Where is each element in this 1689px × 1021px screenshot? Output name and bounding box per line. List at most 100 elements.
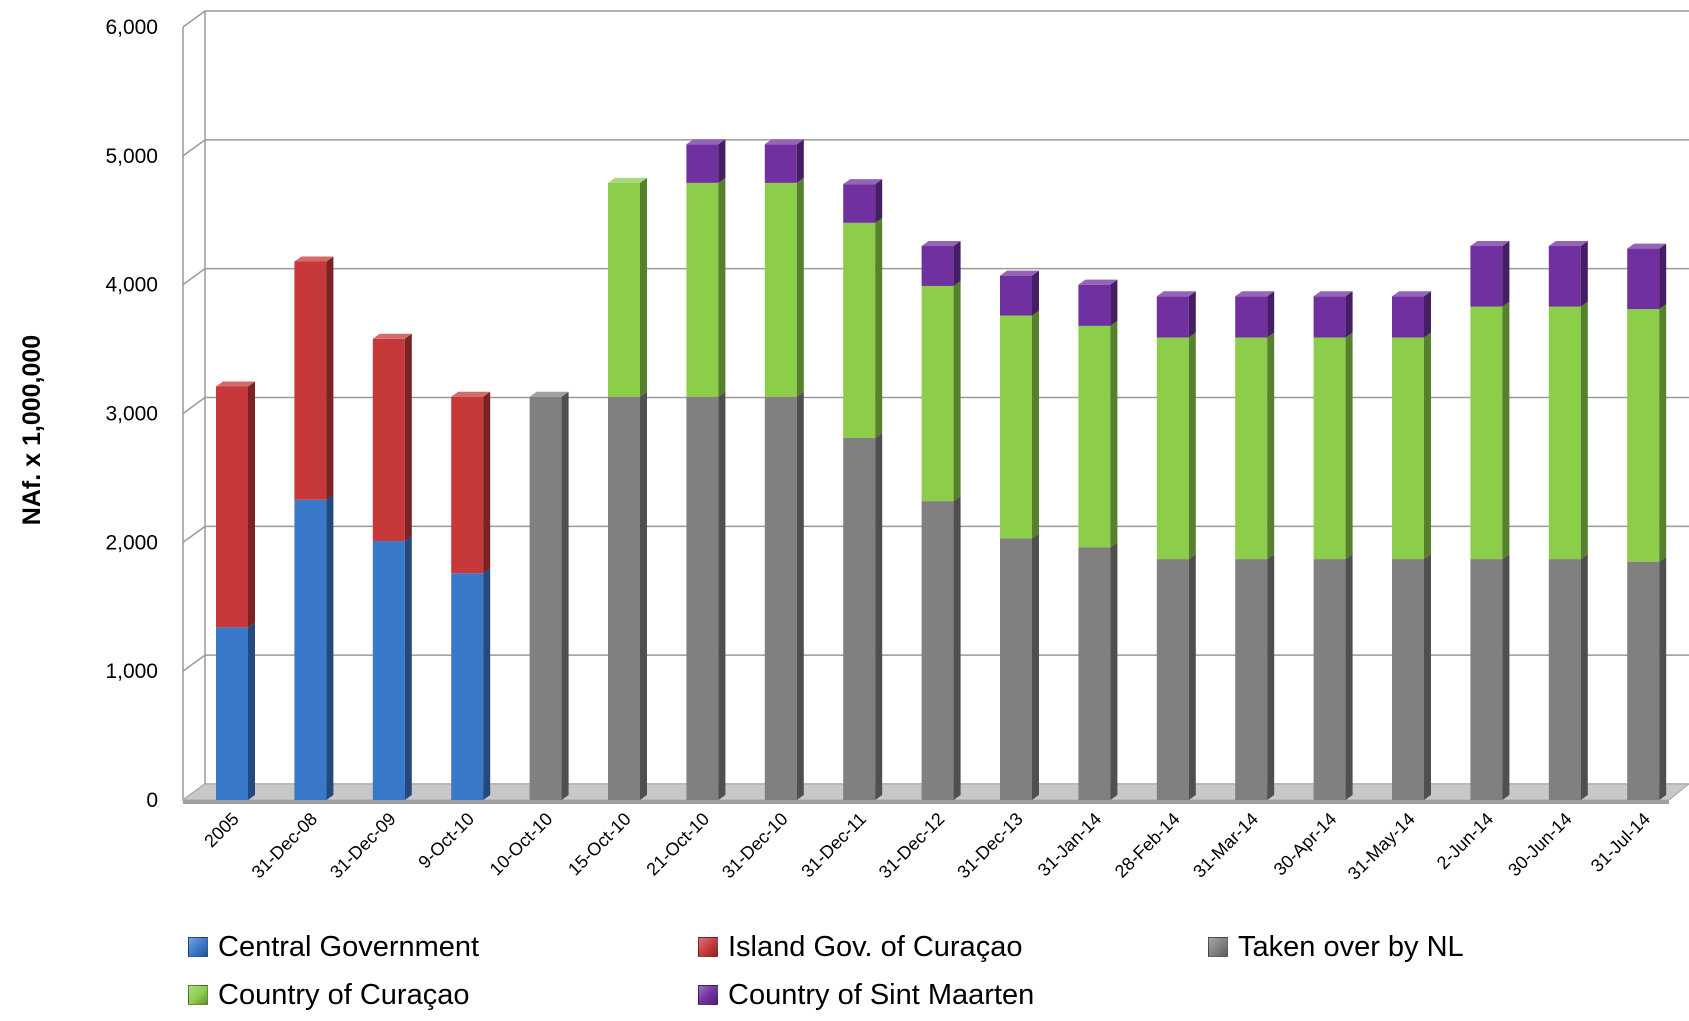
gridline-side bbox=[182, 268, 206, 286]
bar-segment bbox=[1627, 304, 1667, 562]
bar-side bbox=[875, 179, 883, 223]
bar-side bbox=[248, 622, 255, 800]
bar-side bbox=[1345, 332, 1353, 560]
bar-segment bbox=[686, 391, 726, 800]
bar-segment bbox=[1548, 301, 1588, 560]
bar-side bbox=[1032, 310, 1039, 539]
bar-side bbox=[1110, 542, 1118, 800]
y-axis-tick-labels: 0 1,000 2,000 3,000 4,000 5,000 6,000 bbox=[105, 16, 158, 812]
x-tick-label: 2005 bbox=[200, 809, 242, 851]
x-tick-label: 31-Jul-14 bbox=[1587, 809, 1654, 876]
bar-segment bbox=[921, 280, 961, 502]
bar-top bbox=[372, 333, 412, 339]
bar-segment bbox=[1392, 332, 1431, 560]
bar-side bbox=[1424, 554, 1431, 800]
bar-top bbox=[294, 256, 334, 262]
bar-front bbox=[1235, 296, 1268, 338]
bar-front bbox=[1548, 246, 1581, 307]
bar-top bbox=[1392, 291, 1431, 297]
bar-side bbox=[1188, 554, 1196, 800]
legend-item: Country of Curaçao bbox=[188, 973, 469, 1017]
bar-segment bbox=[216, 622, 255, 800]
gridline-side bbox=[182, 10, 206, 28]
y-tick-label: 2,000 bbox=[105, 531, 158, 554]
x-tick-label: 31-Dec-12 bbox=[875, 809, 949, 883]
bar-front bbox=[921, 246, 954, 286]
bar-side bbox=[640, 391, 647, 800]
bar-top bbox=[1235, 291, 1275, 297]
bar-top bbox=[1548, 241, 1588, 247]
bar-segment bbox=[843, 217, 883, 438]
legend-item: Island Gov. of Curaçao bbox=[698, 925, 1022, 969]
bar-segment bbox=[764, 139, 804, 183]
x-tick-label: 31-Dec-09 bbox=[326, 809, 400, 883]
bar-front bbox=[608, 182, 640, 397]
bar-side bbox=[1188, 332, 1196, 560]
bar-front bbox=[1627, 309, 1660, 562]
bar-side bbox=[1659, 243, 1667, 310]
bar-segment bbox=[1392, 554, 1431, 800]
bar-front bbox=[608, 396, 640, 800]
bar-side bbox=[326, 256, 334, 500]
chart-legend: Central Government Island Gov. of Curaçao… bbox=[188, 925, 1648, 1021]
legend-label: Taken over by NL bbox=[1238, 930, 1464, 963]
bar-front bbox=[1000, 275, 1032, 316]
x-tick-label: 21-Oct-10 bbox=[642, 809, 713, 880]
x-tick-label: 31-Dec-10 bbox=[718, 809, 792, 883]
gridline-side bbox=[182, 139, 206, 157]
y-tick-label: 4,000 bbox=[105, 274, 158, 297]
x-tick-label: 30-Jun-14 bbox=[1504, 809, 1575, 880]
bar-segment bbox=[1627, 243, 1667, 310]
bar-side bbox=[1502, 241, 1510, 307]
bar-front bbox=[216, 386, 248, 628]
bar-segment bbox=[1078, 542, 1118, 800]
gridline-side bbox=[182, 525, 206, 543]
bar-side bbox=[1345, 554, 1353, 800]
bar-front bbox=[1156, 337, 1189, 560]
bar-front bbox=[1548, 559, 1581, 800]
bar-side bbox=[1110, 320, 1118, 548]
bar-side bbox=[1659, 304, 1667, 562]
bar-front bbox=[1470, 306, 1503, 560]
bar-side bbox=[640, 177, 647, 397]
bar-segment bbox=[608, 177, 647, 397]
x-tick-label: 31-Mar-14 bbox=[1189, 809, 1262, 882]
x-tick-label: 31-Jan-14 bbox=[1034, 809, 1105, 880]
bar-side bbox=[953, 496, 961, 800]
bar-front bbox=[1235, 559, 1268, 800]
bar-segment bbox=[686, 139, 726, 183]
bar-segment bbox=[1548, 241, 1588, 307]
y-axis-title: NAf. x 1,000,000 bbox=[18, 335, 46, 525]
bar-segment bbox=[921, 241, 961, 286]
bar-front bbox=[1000, 538, 1032, 800]
chart-bars bbox=[216, 139, 1667, 800]
bar-front bbox=[1470, 559, 1503, 800]
bar-segment bbox=[1156, 554, 1196, 800]
bar-side bbox=[561, 391, 569, 800]
bar-segment bbox=[216, 381, 255, 628]
bar-segment bbox=[1470, 241, 1510, 307]
bar-side bbox=[1188, 291, 1196, 338]
legend-item: Taken over by NL bbox=[1208, 925, 1464, 969]
bar-side bbox=[1345, 291, 1353, 338]
legend-swatch bbox=[188, 937, 208, 957]
gridline-side bbox=[182, 654, 206, 672]
bar-side bbox=[1424, 332, 1431, 560]
bar-front bbox=[451, 573, 484, 800]
legend-swatch bbox=[698, 937, 718, 957]
bar-side bbox=[1502, 554, 1510, 800]
y-tick-label: 5,000 bbox=[105, 145, 158, 168]
bar-top bbox=[451, 391, 491, 397]
bar-segment bbox=[921, 496, 961, 800]
bar-side bbox=[953, 280, 961, 502]
bar-segment bbox=[1078, 279, 1118, 326]
gridline-side bbox=[182, 396, 206, 415]
bar-side bbox=[796, 177, 804, 397]
bar-side bbox=[1267, 332, 1275, 560]
legend-swatch bbox=[188, 985, 208, 1005]
bar-segment bbox=[1313, 291, 1353, 338]
bar-segment bbox=[1000, 310, 1039, 539]
bar-segment bbox=[764, 177, 804, 397]
legend-item: Country of Sint Maarten bbox=[698, 973, 1034, 1017]
bar-segment bbox=[1470, 301, 1510, 560]
